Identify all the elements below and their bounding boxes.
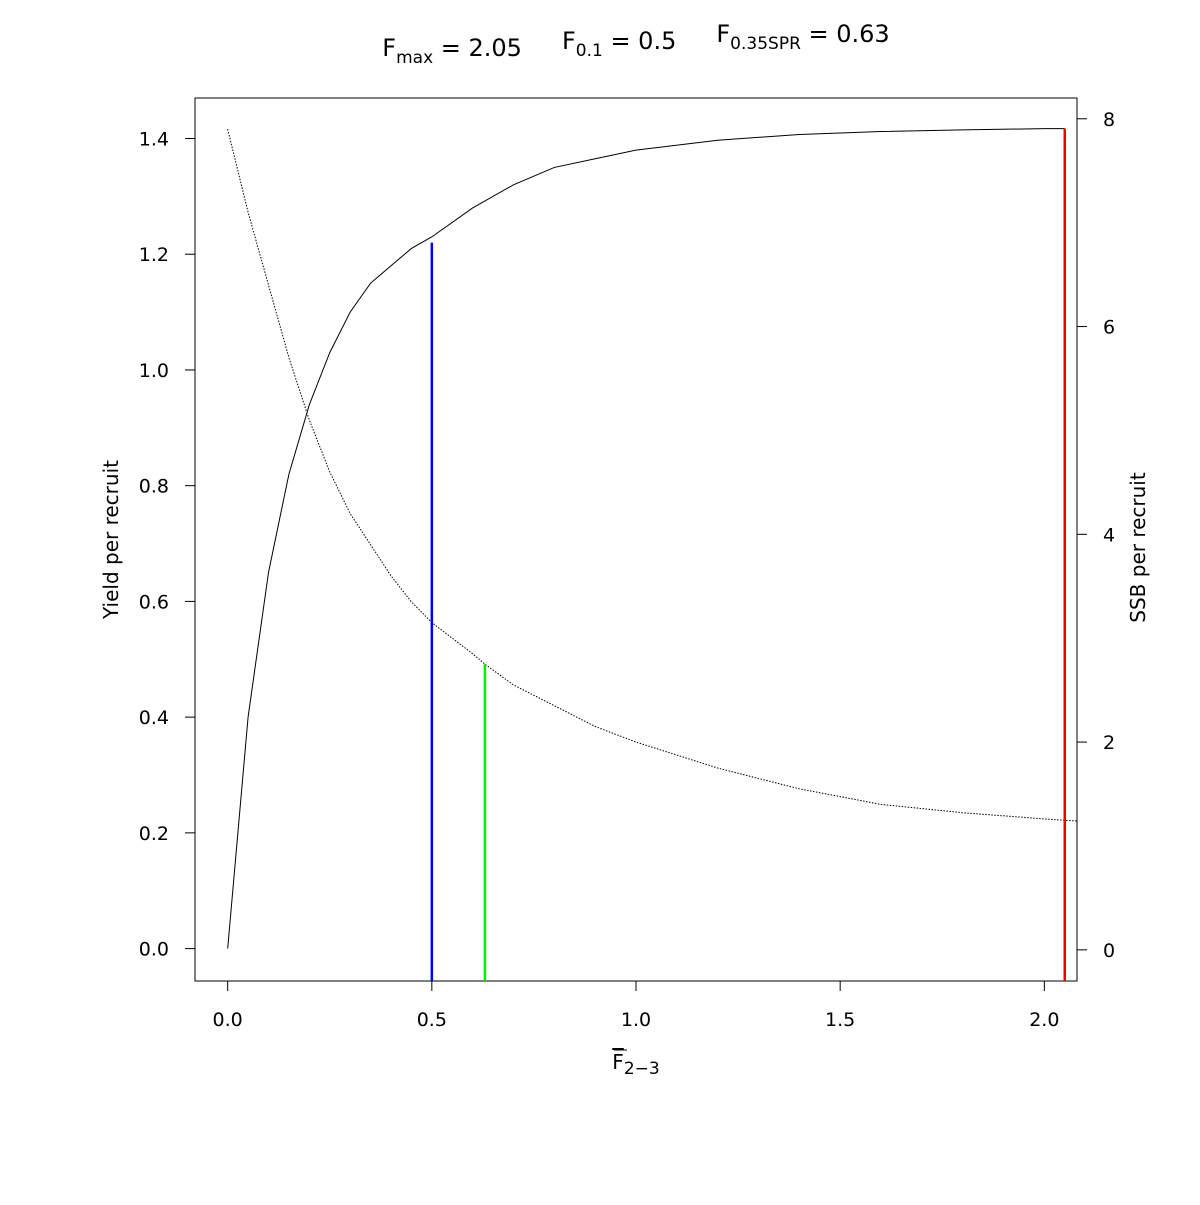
ssb-per-recruit-line — [227, 129, 1078, 822]
y-left-tick-label: 1.2 — [139, 244, 169, 266]
y-left-tick-label: 1.4 — [139, 129, 169, 151]
title-term-base: F — [716, 20, 730, 48]
title-term-value: = 2.05 — [433, 34, 522, 62]
title-term-value: = 0.5 — [603, 27, 677, 55]
title-term-subscript: 0.1 — [576, 41, 603, 61]
y-left-tick-label: 0.6 — [139, 591, 169, 613]
title-term-base: F — [562, 27, 576, 55]
title-term-subscript: 0.35SPR — [730, 34, 801, 54]
x-tick-label: 1.0 — [621, 1009, 651, 1031]
y-left-tick-label: 1.0 — [139, 360, 169, 382]
x-tick-label: 0.0 — [213, 1009, 243, 1031]
y-left-tick-label: 0.8 — [139, 476, 169, 498]
plot-frame — [194, 97, 1078, 982]
y-right-tick-label: 2 — [1103, 732, 1115, 754]
chart-title: Fmax = 2.05 F0.1 = 0.5 F0.35SPR = 0.63 — [382, 20, 889, 68]
x-axis-title: F2−3 — [612, 1050, 659, 1079]
y-right-tick-label: 4 — [1103, 524, 1115, 546]
x-tick-label: 2.0 — [1029, 1009, 1059, 1031]
y-left-tick-label: 0.2 — [139, 823, 169, 845]
x-axis-title-base: F — [612, 1050, 624, 1074]
title-term-base: F — [382, 34, 396, 62]
yield-per-recruit-line — [227, 128, 1065, 949]
y-left-axis-title: Yield per recruit — [99, 460, 123, 620]
y-right-tick-label: 0 — [1103, 940, 1115, 962]
y-right-tick-label: 6 — [1103, 317, 1115, 339]
y-left-tick-label: 0.0 — [139, 939, 169, 961]
x-tick-label: 1.5 — [825, 1009, 855, 1031]
y-left-tick-label: 0.4 — [139, 707, 169, 729]
x-axis-title-subscript: 2−3 — [624, 1059, 660, 1079]
title-term-value: = 0.63 — [801, 20, 890, 48]
y-right-axis-title: SSB per recruit — [1126, 472, 1150, 623]
y-right-tick-label: 8 — [1103, 109, 1115, 131]
title-term-subscript: max — [396, 48, 433, 68]
x-tick-label: 0.5 — [417, 1009, 447, 1031]
